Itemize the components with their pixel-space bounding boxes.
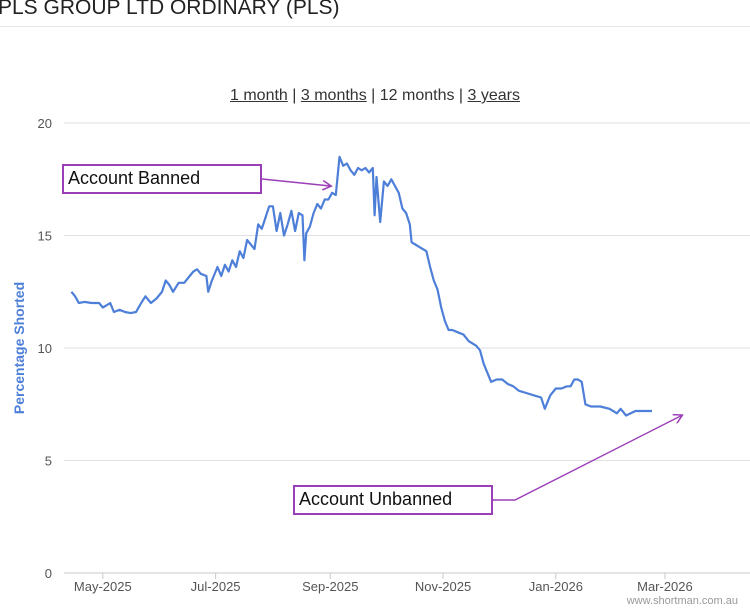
range-separator: |	[292, 87, 297, 104]
y-tick-label: 15	[38, 229, 52, 244]
x-tick-label: Mar-2026	[637, 579, 693, 594]
x-tick-label: Nov-2025	[415, 579, 471, 594]
grid-lines	[64, 122, 750, 574]
page-title: PLS GROUP LTD ORDINARY (PLS)	[0, 0, 340, 19]
y-tick-label: 5	[45, 454, 52, 469]
x-tick-label: Jan-2026	[529, 579, 583, 594]
x-tick-label: May-2025	[74, 579, 132, 594]
range-12-months-current: 12 months	[379, 87, 455, 104]
x-axis: May-2025 Jul-2025 Sep-2025 Nov-2025 Jan-2026…	[74, 573, 693, 594]
y-axis: 0 5 10 15 20	[38, 116, 52, 581]
x-tick-label: Sep-2025	[302, 579, 358, 594]
y-tick-label: 0	[45, 566, 52, 581]
annotation-arrow	[493, 416, 682, 501]
watermark: www.shortman.com.au	[626, 595, 738, 607]
annotation-arrows	[261, 178, 682, 501]
annotation-arrow	[261, 178, 330, 186]
range-selector: 1 month | 3 months | 12 months | 3 years	[0, 87, 750, 105]
title-divider	[0, 26, 750, 27]
x-tick-label: Jul-2025	[191, 579, 241, 594]
range-separator: |	[458, 87, 464, 104]
series-line-percentage-shorted	[70, 155, 652, 417]
y-tick-label: 10	[38, 341, 52, 356]
range-3-months-link[interactable]: 3 months	[300, 87, 367, 104]
account-banned-annotation: Account Banned	[62, 164, 262, 194]
y-axis-label: Percentage Shorted	[11, 282, 27, 414]
range-3-years-link[interactable]: 3 years	[467, 87, 520, 104]
range-separator: |	[371, 87, 376, 104]
y-tick-label: 20	[38, 116, 52, 131]
range-1-month-link[interactable]: 1 month	[230, 87, 288, 104]
account-unbanned-annotation: Account Unbanned	[293, 485, 493, 515]
